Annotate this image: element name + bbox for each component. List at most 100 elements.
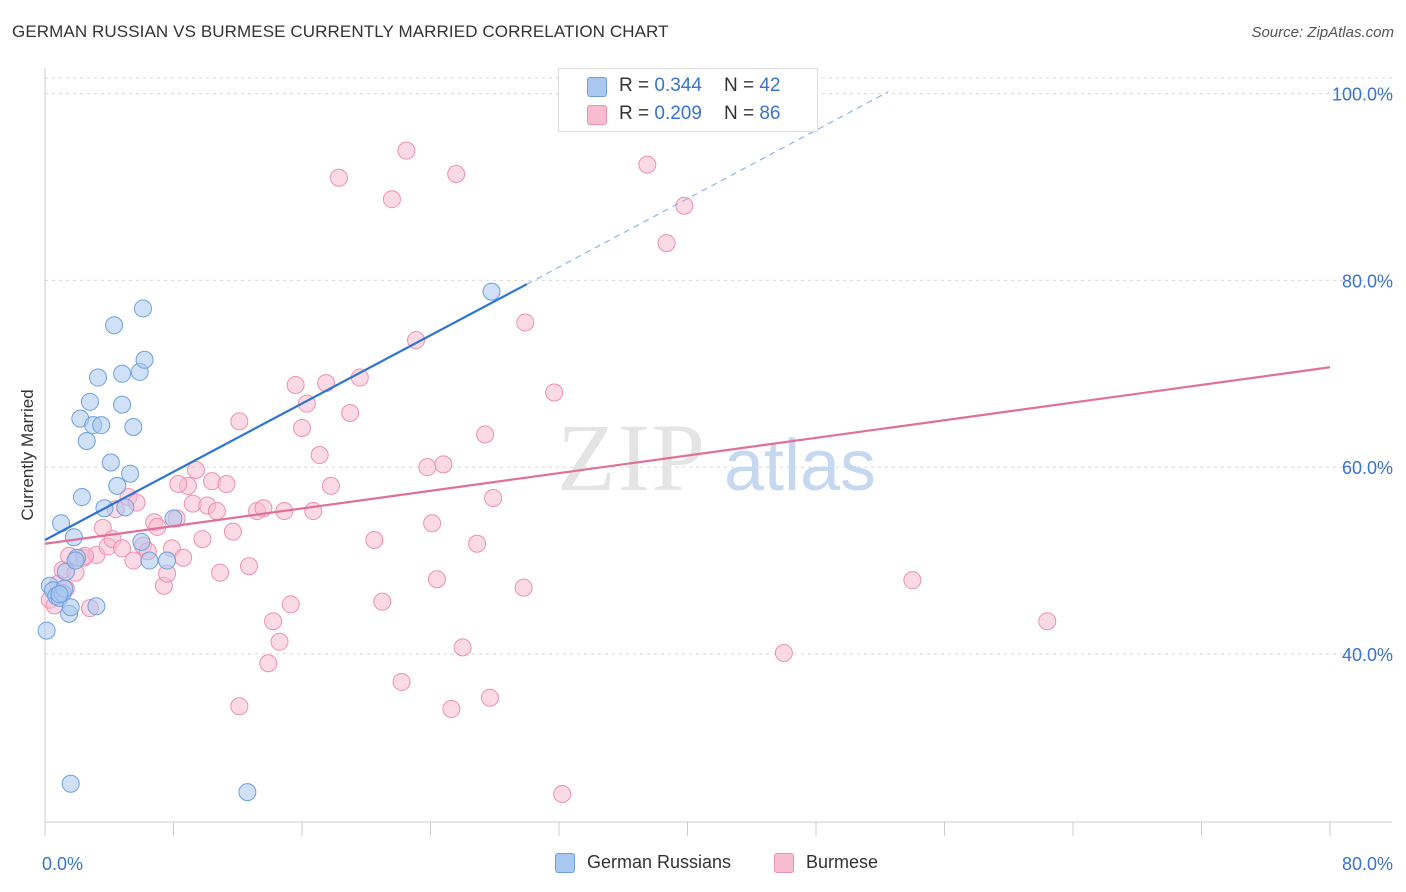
burmese-point (281, 595, 300, 614)
burmese-point (211, 563, 230, 582)
watermark-zip: ZIP (557, 404, 707, 511)
german-russians-point (92, 416, 111, 435)
legend-row-burmese: R = 0.209 N = 86 (619, 102, 780, 126)
burmese-point (903, 571, 922, 590)
burmese-point (516, 313, 535, 332)
burmese-point (317, 374, 336, 393)
german-russians-point (140, 551, 159, 570)
burmese-point (774, 643, 793, 662)
burmese-point (174, 548, 193, 567)
german-russians-point (105, 316, 124, 335)
burmese-point (230, 412, 249, 431)
trend-lines (44, 91, 1331, 545)
tick-labels: 40.0% 60.0% 80.0% 100.0% 0.0% 80.0% (42, 85, 1393, 874)
r-label: R = (619, 103, 650, 124)
legend-swatch (774, 852, 794, 873)
watermark-atlas: atlas (724, 426, 876, 506)
burmese-point (230, 697, 249, 716)
legend-item-burmese: Burmese (774, 852, 878, 873)
correlation-legend: R = 0.344 N = 42 R = 0.209 N = 86 (558, 68, 818, 132)
burmese-point (286, 376, 305, 395)
legend-row-german-russians: R = 0.344 N = 42 (619, 74, 780, 98)
legend-label: German Russians (587, 852, 732, 872)
burmese-point (418, 458, 437, 477)
german-russians-point (61, 598, 80, 617)
german-russians-point (80, 392, 99, 411)
german-russians-point (89, 368, 108, 387)
burmese-point (392, 672, 411, 691)
german-russians-point (121, 464, 140, 483)
burmese-point (423, 514, 442, 533)
r-value: 0.344 (654, 75, 702, 96)
burmese-point (207, 502, 226, 521)
german-russians-point (66, 551, 85, 570)
n-value: 86 (759, 103, 781, 124)
burmese-point (476, 425, 495, 444)
german-russians-point (113, 364, 132, 383)
legend-swatch-german-russians (587, 77, 607, 97)
german-russians-trend-extension (526, 91, 889, 285)
legend-item-german-russians: German Russians (555, 852, 731, 873)
burmese-point (217, 474, 236, 493)
german-russians-point (116, 498, 135, 517)
chart-title: GERMAN RUSSIAN VS BURMESE CURRENTLY MARR… (12, 22, 669, 41)
german-russians-point (124, 418, 143, 437)
n-value: 42 (759, 75, 781, 96)
n-label: N = (723, 103, 755, 124)
burmese-point (638, 155, 657, 174)
burmese-point (447, 164, 466, 183)
burmese-point (365, 531, 384, 550)
burmese-point (259, 654, 278, 673)
burmese-point (484, 488, 503, 507)
y-tick-label: 100.0% (1332, 85, 1393, 105)
burmese-point (442, 700, 461, 719)
burmese-point (193, 530, 212, 549)
burmese-point (239, 557, 258, 576)
source-credit: Source: ZipAtlas.com (1251, 24, 1394, 41)
burmese-point (1038, 612, 1057, 631)
german-russians-point (87, 597, 106, 616)
burmese-trend-line (44, 366, 1331, 545)
burmese-point (434, 455, 453, 474)
german-russians-point (50, 585, 69, 604)
german-russians-point (72, 488, 91, 507)
german-russians-point (132, 532, 151, 551)
legend-swatch-burmese (587, 105, 607, 125)
german-russians-point (133, 299, 152, 318)
german-russians-point (482, 282, 501, 301)
burmese-point (657, 234, 676, 253)
r-label: R = (619, 75, 650, 96)
german-russians-point (77, 432, 96, 451)
german-russians-point (135, 350, 154, 369)
german-russians-trend-line (44, 283, 528, 541)
burmese-point (553, 784, 572, 803)
burmese-point (169, 474, 188, 493)
burmese-point (341, 404, 360, 423)
burmese-point (350, 368, 369, 387)
burmese-point (310, 446, 329, 465)
legend-label: Burmese (806, 852, 879, 872)
burmese-point (382, 190, 401, 209)
german-russians-point (113, 395, 132, 414)
n-label: N = (723, 75, 755, 96)
burmese-point (397, 141, 416, 160)
burmese-point (113, 539, 132, 558)
burmese-point (186, 460, 205, 479)
german-russians-point (61, 774, 80, 793)
x-tick-label: 0.0% (42, 854, 83, 874)
y-axis-label: Currently Married (18, 389, 37, 521)
burmese-point (453, 638, 472, 657)
watermark: ZIP atlas (557, 404, 876, 511)
x-tick-label: 80.0% (1342, 854, 1393, 874)
legend-swatch (555, 852, 575, 873)
burmese-point (427, 570, 446, 589)
german-russians-point (101, 453, 120, 472)
burmese-point (223, 522, 242, 541)
y-tick-label: 40.0% (1342, 645, 1393, 665)
burmese-point (373, 592, 392, 611)
burmese-point (329, 168, 348, 187)
burmese-point (264, 612, 283, 631)
burmese-point (545, 383, 564, 402)
y-tick-label: 80.0% (1342, 271, 1393, 291)
